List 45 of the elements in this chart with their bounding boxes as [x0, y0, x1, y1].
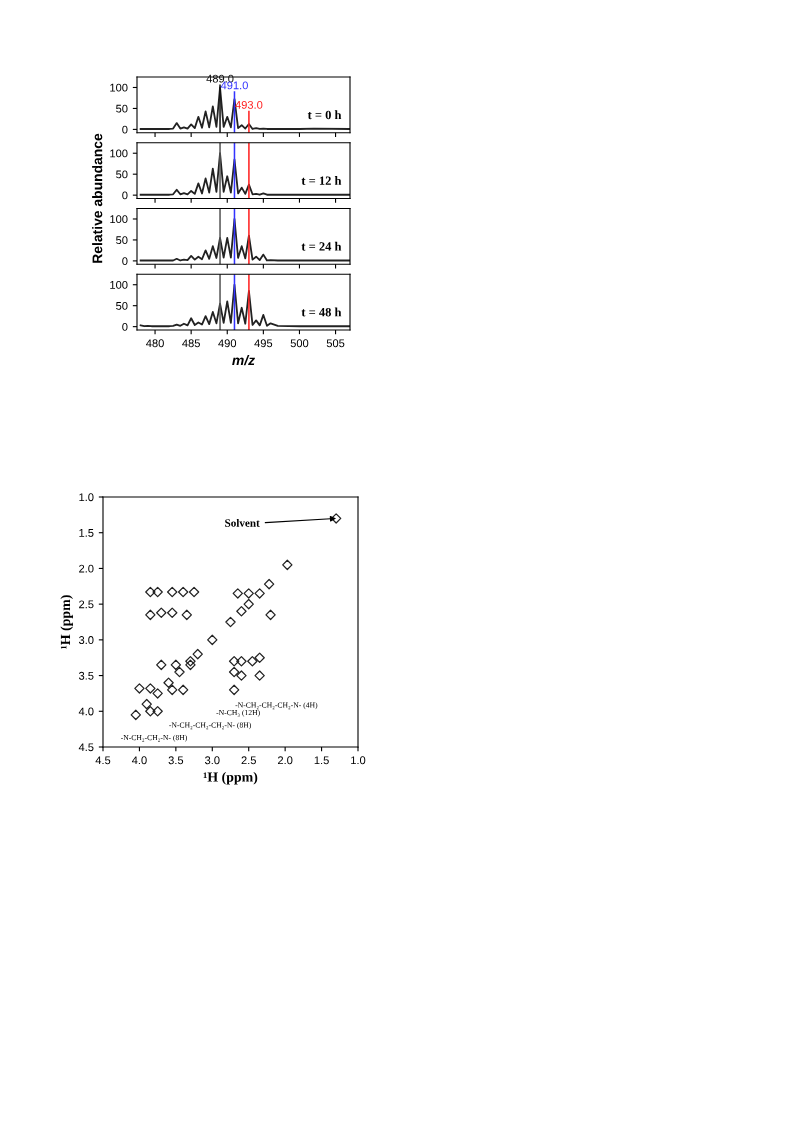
x-tick-label: 4.5 [95, 756, 111, 765]
x-tick-label: 1.5 [314, 756, 329, 765]
y-tick-label: 3.0 [78, 636, 94, 644]
y-tick-label: 50 [116, 170, 128, 179]
y-tick-label: 1.0 [79, 493, 94, 502]
y-axis-title: ¹H (ppm) [60, 595, 73, 649]
x-tick-label: 2.0 [277, 756, 293, 765]
x-axis-title: ¹H (ppm) [203, 771, 258, 785]
x-tick-label: 495 [254, 339, 273, 348]
ref-line-label: 489.0 [206, 74, 234, 83]
y-tick-label: 50 [116, 301, 128, 310]
x-tick-label: 505 [326, 339, 345, 348]
annotation: t = 48 h [301, 307, 342, 317]
y-tick-label: 4.0 [78, 707, 94, 716]
x-tick-label: 490 [218, 339, 237, 348]
annotation: t = 24 h [301, 241, 342, 251]
x-tick-label: 485 [182, 339, 200, 348]
y-tick-label: 0 [122, 125, 128, 134]
y-tick-label: 100 [110, 83, 128, 92]
y-tick-label: 50 [116, 236, 128, 245]
annotation: Solvent [225, 518, 260, 527]
y-tick-label: 100 [110, 215, 128, 224]
ref-line-label: 491.0 [220, 81, 248, 90]
y-tick-label: 0 [122, 322, 128, 331]
annotation: t = 12 h [301, 176, 342, 185]
x-axis-title: m/z [232, 354, 255, 366]
annotation: t = 0 h [307, 110, 342, 120]
x-tick-label: 3.0 [204, 756, 220, 765]
y-tick-label: 3.5 [78, 671, 94, 680]
x-tick-label: 1.0 [351, 756, 366, 765]
y-axis-title: Relative abundance [92, 133, 103, 263]
x-tick-label: 2.5 [241, 756, 256, 765]
y-tick-label: 1.5 [79, 529, 94, 537]
y-tick-label: 100 [110, 149, 128, 158]
y-tick-label: 0 [122, 191, 128, 200]
x-tick-label: 4.0 [131, 756, 147, 765]
y-tick-label: 2.5 [79, 600, 94, 609]
x-tick-label: 480 [146, 339, 164, 348]
y-tick-label: 100 [110, 281, 128, 289]
x-tick-label: 500 [290, 339, 309, 348]
y-tick-label: 0 [122, 257, 128, 266]
x-tick-label: 3.5 [168, 756, 184, 765]
y-tick-label: 50 [116, 104, 128, 113]
y-tick-label: 4.5 [78, 743, 94, 752]
y-tick-label: 2.0 [79, 564, 94, 573]
